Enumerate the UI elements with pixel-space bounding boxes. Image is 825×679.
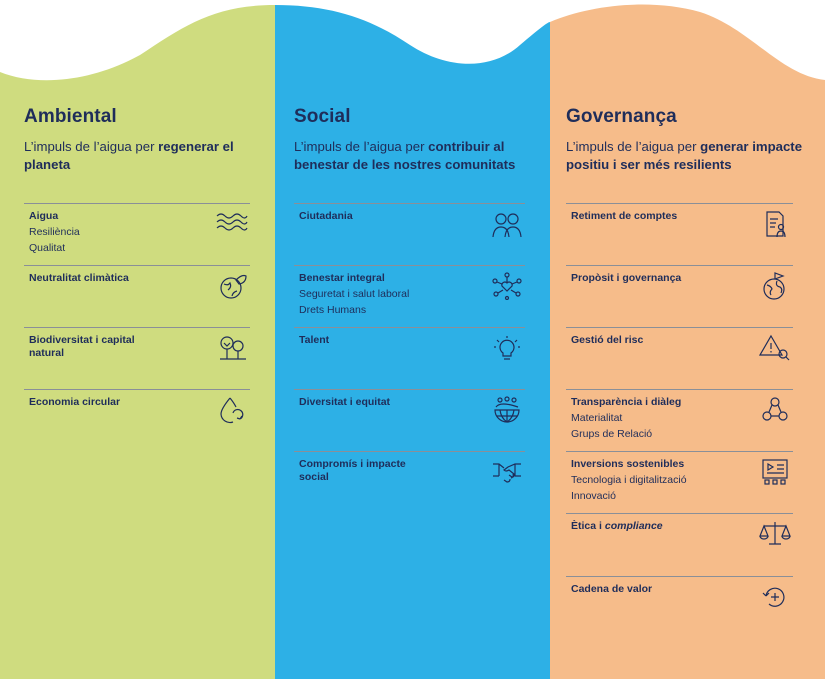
item-title: Gestió del risc: [571, 334, 644, 346]
report-person-icon: [759, 210, 791, 238]
column-governanca: Governança L’impuls de l’aigua per gener…: [550, 0, 825, 679]
item-title: Ètica i compliance: [571, 520, 663, 532]
list-item: Diversitat i equitat: [294, 389, 525, 451]
item-title: Talent: [299, 334, 330, 346]
warning-search-icon: [759, 334, 791, 362]
list-item: Propòsit i governança: [566, 265, 793, 327]
column-title: Ambiental: [24, 106, 117, 127]
list-item: Inversions sostenibles Tecnologia i digi…: [566, 451, 793, 513]
item-title: Benestar integral Seguretat i salut labo…: [299, 272, 410, 316]
list-item: Economia circular: [24, 389, 250, 451]
item-title: Propòsit i governança: [571, 272, 682, 284]
recycle-drop-icon: [216, 396, 248, 424]
water-waves-icon: [216, 210, 248, 238]
item-title: Biodiversitat i capital natural: [29, 334, 135, 359]
item-title: Economia circular: [29, 396, 121, 408]
list-item: Benestar integral Seguretat i salut labo…: [294, 265, 525, 327]
item-title: Cadena de valor: [571, 583, 653, 595]
scales-icon: [759, 520, 791, 548]
cycle-plus-icon: [759, 583, 791, 611]
people-icon: [491, 210, 523, 238]
list-item: Aigua Resiliència Qualitat: [24, 203, 250, 265]
list-item: Talent: [294, 327, 525, 389]
column-social: Social L’impuls de l’aigua per contribui…: [275, 0, 550, 679]
item-title: Compromís i impacte social: [299, 458, 406, 483]
heart-network-icon: [491, 272, 523, 300]
item-title: Diversitat i equitat: [299, 396, 391, 408]
column-subtitle: L’impuls de l’aigua per generar impacte …: [566, 139, 803, 172]
column-title: Governança: [566, 106, 677, 127]
list-item: Ètica i compliance: [566, 513, 793, 575]
item-title: Inversions sostenibles Tecnologia i digi…: [571, 458, 687, 502]
item-title: Transparència i diàleg Materialitat Grups…: [571, 396, 682, 440]
list-item: Biodiversitat i capital natural: [24, 327, 250, 389]
item-title: Aigua Resiliència Qualitat: [29, 210, 80, 254]
list-item: Neutralitat climàtica: [24, 265, 250, 327]
column-ambiental: Ambiental L’impuls de l’aigua per regene…: [0, 0, 275, 679]
globe-people-icon: [491, 396, 523, 424]
globe-flag-icon: [759, 272, 791, 300]
item-title: Ciutadania: [299, 210, 353, 222]
list-item: Gestió del risc: [566, 327, 793, 389]
earth-leaf-icon: [216, 272, 248, 300]
column-subtitle: L’impuls de l’aigua per regenerar el pla…: [24, 139, 234, 172]
column-title: Social: [294, 106, 351, 127]
people-network-icon: [759, 396, 791, 424]
list-item: Transparència i diàleg Materialitat Grups…: [566, 389, 793, 451]
list-item: Cadena de valor: [566, 576, 793, 638]
list-item: Ciutadania: [294, 203, 525, 265]
lightbulb-icon: [491, 334, 523, 362]
trees-icon: [216, 334, 248, 362]
item-title: Neutralitat climàtica: [29, 272, 129, 284]
column-subtitle: L’impuls de l’aigua per contribuir al be…: [294, 139, 516, 172]
dashboard-icon: [759, 458, 791, 486]
item-title: Retiment de comptes: [571, 210, 678, 222]
handshake-icon: [491, 458, 523, 486]
list-item: Retiment de comptes: [566, 203, 793, 265]
list-item: Compromís i impacte social: [294, 451, 525, 513]
